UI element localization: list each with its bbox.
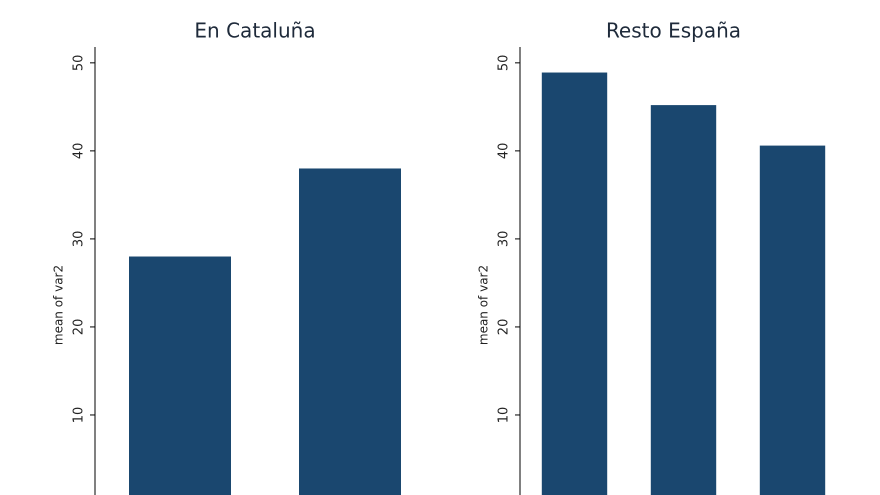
bar: [299, 168, 401, 495]
y-tick-label: 10: [497, 407, 512, 424]
y-tick-label: 10: [72, 407, 87, 424]
chart-title: En Cataluña: [194, 19, 315, 43]
y-axis-label: mean of var2: [477, 265, 491, 345]
bar: [541, 72, 608, 495]
bar: [650, 105, 717, 495]
y-tick-label: 40: [72, 143, 87, 160]
y-tick-label: 40: [497, 143, 512, 160]
bar: [129, 256, 231, 495]
y-tick-label: 30: [72, 231, 87, 248]
y-tick-label: 50: [72, 55, 87, 72]
y-tick-label: 20: [497, 319, 512, 336]
y-axis-label: mean of var2: [52, 265, 66, 345]
y-tick-label: 20: [72, 319, 87, 336]
bar: [759, 145, 826, 495]
chart-title: Resto España: [606, 19, 741, 43]
y-tick-label: 30: [497, 231, 512, 248]
y-tick-label: 50: [497, 55, 512, 72]
